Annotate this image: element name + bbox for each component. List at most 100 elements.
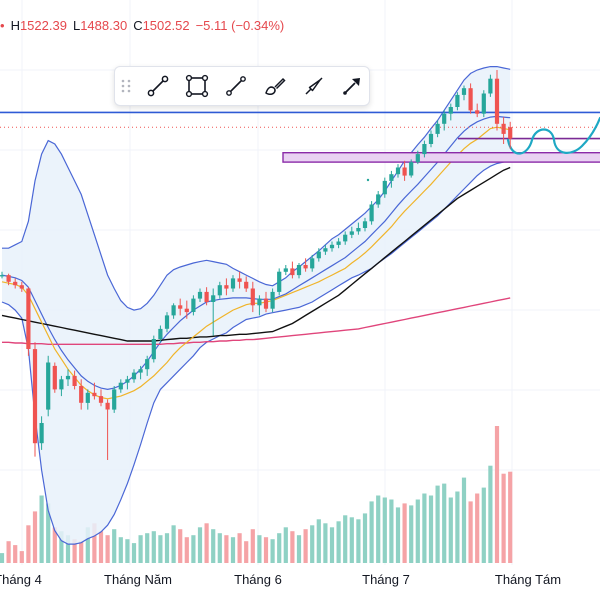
volume-bar: [362, 513, 368, 563]
brush-icon[interactable]: [262, 73, 288, 99]
candle-body: [442, 113, 447, 124]
volume-bar: [329, 527, 335, 563]
volume-bar: [336, 521, 341, 563]
time-axis-tick-label: Tháng 4: [0, 572, 42, 587]
candle-body: [290, 268, 295, 276]
volume-bar: [349, 517, 354, 563]
volume-bar: [323, 523, 328, 563]
candle-body: [19, 285, 24, 289]
candle-body: [85, 392, 90, 403]
volume-bar: [204, 523, 209, 563]
candle-body: [131, 372, 137, 380]
volume-bar: [382, 497, 387, 563]
volume-bar: [26, 525, 31, 563]
candle-body: [250, 288, 255, 306]
volume-bar: [270, 539, 275, 563]
volume-bar: [92, 523, 97, 563]
rectangle-icon[interactable]: [184, 73, 210, 99]
cursor-arrow-icon[interactable]: [339, 73, 365, 99]
candle-body: [382, 180, 387, 195]
volume-bar: [158, 535, 163, 563]
volume-bar: [376, 495, 381, 563]
volume-bar: [98, 531, 104, 563]
candle-body: [211, 295, 216, 302]
moving-average-medium: [1, 166, 511, 342]
volume-bar: [468, 501, 473, 563]
volume-bars: [0, 426, 513, 563]
candle-body: [389, 174, 394, 181]
bollinger-band-fill: [2, 66, 511, 545]
volume-bar: [290, 531, 295, 563]
candle-body: [263, 298, 269, 309]
low-label: L: [72, 18, 81, 33]
time-axis: Tháng 4 Tháng Năm Tháng 6 Tháng 7 Tháng Tám: [0, 572, 561, 587]
candle-body: [164, 315, 170, 329]
volume-bar: [389, 499, 394, 563]
volume-bar: [442, 483, 447, 563]
candle-body: [316, 251, 321, 259]
change-value: −5.11 (−0.34%): [195, 18, 285, 33]
volume-bar: [481, 487, 486, 563]
candle-body: [395, 167, 401, 175]
drawings-layer[interactable]: [0, 111, 600, 182]
volume-bar: [6, 541, 11, 563]
candle-body: [46, 362, 51, 410]
volume-bar: [105, 535, 110, 563]
candle-body: [343, 234, 348, 242]
candle-body: [303, 265, 308, 269]
volume-bar: [125, 539, 130, 563]
volume-bar: [415, 499, 420, 563]
candle-body: [422, 144, 427, 155]
candle-body: [184, 308, 189, 313]
line-segment-icon[interactable]: [223, 73, 249, 99]
candle-body: [112, 389, 117, 410]
candle-body: [362, 221, 368, 228]
candle-body: [6, 275, 11, 282]
candle-body: [217, 285, 222, 296]
candle-body: [376, 194, 381, 205]
volume-bar: [461, 477, 467, 563]
volume-bar: [356, 519, 361, 563]
time-axis-tick-label: Tháng Năm: [104, 572, 172, 587]
candle-body: [336, 241, 341, 245]
volume-bar: [494, 426, 500, 563]
candle-body: [145, 359, 150, 370]
candle-body: [257, 298, 262, 306]
trend-line-icon[interactable]: [145, 73, 171, 99]
volume-bar: [448, 497, 453, 563]
candle-body: [92, 392, 97, 397]
volume-bar: [112, 529, 117, 563]
candle-body: [118, 382, 123, 390]
volume-bar: [184, 537, 189, 563]
volume-bar: [151, 531, 156, 563]
candle-body: [402, 167, 407, 176]
close-label: C: [133, 18, 143, 33]
high-label: H: [10, 18, 20, 33]
volume-bar: [343, 515, 348, 563]
candle-body: [151, 339, 156, 360]
candle-body: [349, 231, 354, 235]
volume-bar: [316, 519, 321, 563]
candle-body: [270, 291, 275, 309]
time-axis-tick-label: Tháng 7: [362, 572, 410, 587]
candle-body: [448, 107, 453, 114]
volume-bar: [65, 535, 71, 563]
volume-bar: [455, 491, 460, 563]
candle-body: [65, 375, 71, 380]
candle-body: [32, 349, 38, 444]
volume-bar: [217, 533, 222, 563]
volume-bar: [422, 493, 427, 563]
volume-bar: [145, 533, 150, 563]
volume-bar: [118, 537, 123, 563]
volume-bar: [171, 525, 176, 563]
drag-handle-icon[interactable]: [121, 78, 131, 94]
candle-body: [428, 133, 434, 144]
bollinger-upper-line: [2, 66, 511, 311]
candle-body: [98, 396, 104, 403]
candle-body: [475, 110, 480, 114]
arrow-icon[interactable]: [301, 73, 327, 99]
volume-bar: [402, 503, 407, 563]
volume-bar: [310, 525, 315, 563]
candle-body: [204, 291, 209, 302]
